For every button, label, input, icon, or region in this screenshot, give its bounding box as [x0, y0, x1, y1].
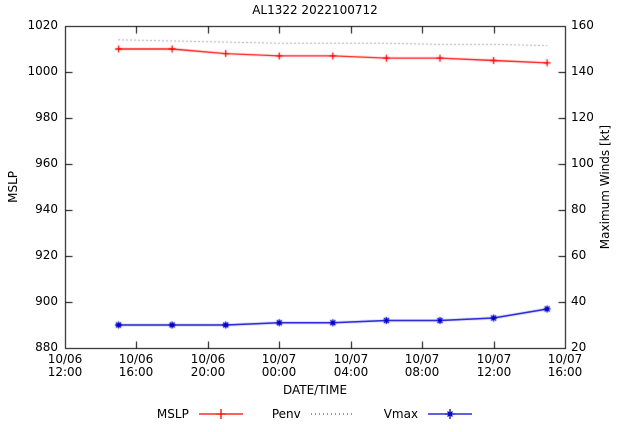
y-axis-label-right-text: Maximum Winds [kt]: [598, 124, 612, 250]
legend-sample-vmax-line-icon: [428, 409, 473, 419]
y-tick-label-left: 980: [35, 110, 58, 124]
x-tick-label: 10/07 08:00: [404, 352, 440, 379]
chart-title: AL1322 2022100712: [252, 3, 378, 17]
x-tick-label: 10/06 20:00: [190, 352, 226, 379]
legend-item-vmax: Vmax: [384, 407, 473, 421]
y-tick-label-right: 20: [571, 340, 587, 354]
y-tick-label-left: 920: [35, 248, 58, 262]
legend-sample-mslp-line-icon: [198, 409, 243, 419]
legend-item-penv: Penv: [272, 407, 356, 421]
y-tick-label-right: 100: [571, 156, 594, 170]
y-tick-label-right: 80: [571, 202, 587, 216]
y-tick-label-left: 1000: [27, 64, 58, 78]
legend: MSLP Penv Vmax: [65, 407, 565, 421]
y-tick-label-left: 960: [35, 156, 58, 170]
x-tick-label: 10/06 16:00: [118, 352, 154, 379]
y-tick-label-right: 160: [571, 18, 594, 32]
x-tick-label: 10/06 12:00: [47, 352, 83, 379]
legend-item-mslp: MSLP: [157, 407, 244, 421]
x-tick-label: 10/07 16:00: [547, 352, 583, 379]
y-tick-label-left: 880: [35, 340, 58, 354]
legend-label-vmax: Vmax: [383, 407, 419, 421]
x-tick-label: 10/07 00:00: [261, 352, 297, 379]
x-tick-label: 10/07 12:00: [476, 352, 512, 379]
y-axis-label-left-text: MSLP: [6, 171, 20, 203]
legend-label-penv: Penv: [271, 407, 301, 421]
x-axis-label: DATE/TIME: [282, 383, 348, 397]
x-tick-label: 10/07 04:00: [333, 352, 369, 379]
y-tick-label-right: 120: [571, 110, 594, 124]
legend-sample-penv-line-icon: [310, 413, 355, 415]
legend-label-mslp: MSLP: [156, 407, 189, 421]
y-tick-label-left: 1020: [27, 18, 58, 32]
y-tick-label-right: 40: [571, 294, 587, 308]
y-tick-label-left: 900: [35, 294, 58, 308]
y-tick-label-right: 60: [571, 248, 587, 262]
y-tick-label-left: 940: [35, 202, 58, 216]
y-tick-label-right: 140: [571, 64, 594, 78]
